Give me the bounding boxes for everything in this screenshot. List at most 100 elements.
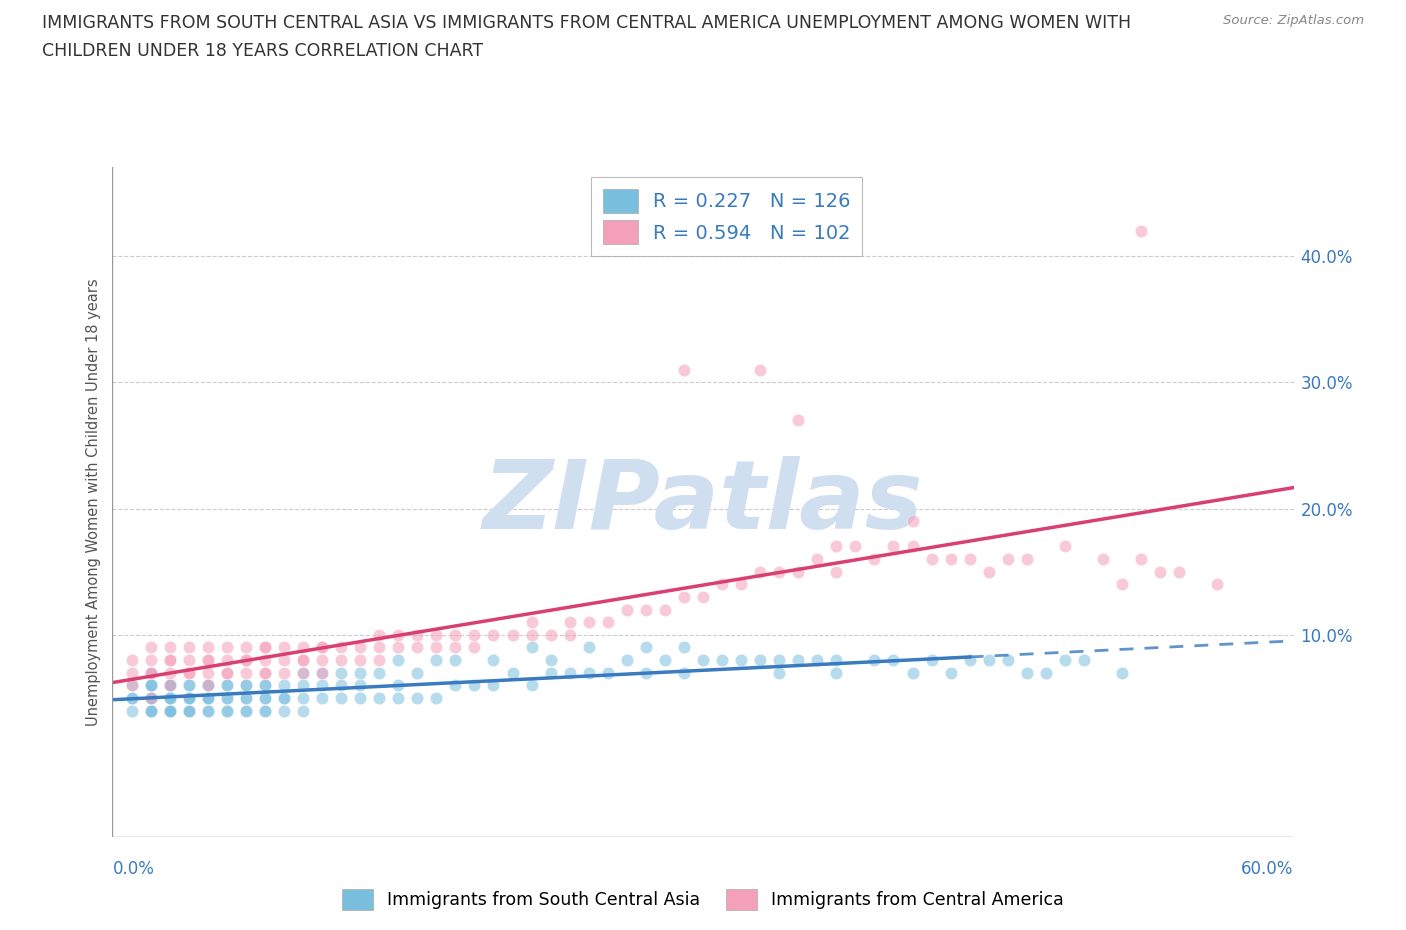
Point [520, 628, 543, 643]
Point [977, 653, 1000, 668]
Point [159, 678, 181, 693]
Point [1130, 551, 1153, 566]
Point [540, 653, 562, 668]
Point [291, 665, 314, 680]
Point [749, 653, 772, 668]
Point [139, 678, 162, 693]
Point [349, 691, 371, 706]
Point [882, 653, 904, 668]
Point [654, 602, 676, 617]
Point [159, 653, 181, 668]
Point [291, 691, 314, 706]
Point [197, 691, 219, 706]
Point [197, 678, 219, 693]
Point [215, 678, 238, 693]
Point [634, 602, 657, 617]
Point [215, 691, 238, 706]
Point [444, 640, 467, 655]
Point [844, 539, 866, 554]
Point [520, 640, 543, 655]
Point [1053, 539, 1076, 554]
Point [463, 628, 485, 643]
Point [253, 703, 276, 718]
Point [711, 577, 734, 591]
Point [901, 539, 924, 554]
Point [159, 653, 181, 668]
Point [139, 691, 162, 706]
Point [235, 703, 257, 718]
Point [387, 653, 409, 668]
Point [177, 665, 200, 680]
Point [291, 678, 314, 693]
Point [1149, 565, 1171, 579]
Point [387, 691, 409, 706]
Point [273, 640, 295, 655]
Point [235, 691, 257, 706]
Point [730, 653, 752, 668]
Point [787, 565, 810, 579]
Point [502, 665, 524, 680]
Point [921, 653, 943, 668]
Y-axis label: Unemployment Among Women with Children Under 18 years: Unemployment Among Women with Children U… [86, 278, 101, 726]
Point [1015, 665, 1038, 680]
Point [121, 665, 143, 680]
Point [159, 691, 181, 706]
Point [139, 691, 162, 706]
Point [215, 640, 238, 655]
Point [1053, 653, 1076, 668]
Point [387, 678, 409, 693]
Point [159, 703, 181, 718]
Point [177, 691, 200, 706]
Point [159, 703, 181, 718]
Point [425, 628, 447, 643]
Point [672, 640, 695, 655]
Point [406, 628, 429, 643]
Point [349, 640, 371, 655]
Point [139, 678, 162, 693]
Point [177, 640, 200, 655]
Point [1092, 551, 1115, 566]
Point [253, 678, 276, 693]
Point [197, 678, 219, 693]
Point [139, 691, 162, 706]
Point [311, 665, 333, 680]
Point [558, 628, 581, 643]
Point [177, 653, 200, 668]
Point [273, 665, 295, 680]
Point [177, 691, 200, 706]
Point [1168, 565, 1191, 579]
Point [197, 691, 219, 706]
Point [197, 653, 219, 668]
Point [253, 691, 276, 706]
Point [311, 653, 333, 668]
Point [768, 665, 790, 680]
Point [235, 665, 257, 680]
Point [330, 691, 353, 706]
Point [253, 703, 276, 718]
Point [291, 640, 314, 655]
Point [253, 640, 276, 655]
Point [959, 653, 981, 668]
Point [672, 362, 695, 377]
Point [177, 665, 200, 680]
Point [197, 678, 219, 693]
Point [616, 602, 638, 617]
Point [749, 565, 772, 579]
Text: 0.0%: 0.0% [112, 860, 155, 878]
Point [253, 665, 276, 680]
Point [787, 653, 810, 668]
Point [578, 665, 600, 680]
Point [197, 665, 219, 680]
Point [825, 539, 848, 554]
Text: 60.0%: 60.0% [1241, 860, 1294, 878]
Point [291, 703, 314, 718]
Point [768, 565, 790, 579]
Point [406, 640, 429, 655]
Point [939, 551, 962, 566]
Point [444, 628, 467, 643]
Point [825, 565, 848, 579]
Point [139, 665, 162, 680]
Point [654, 653, 676, 668]
Point [215, 678, 238, 693]
Point [540, 628, 562, 643]
